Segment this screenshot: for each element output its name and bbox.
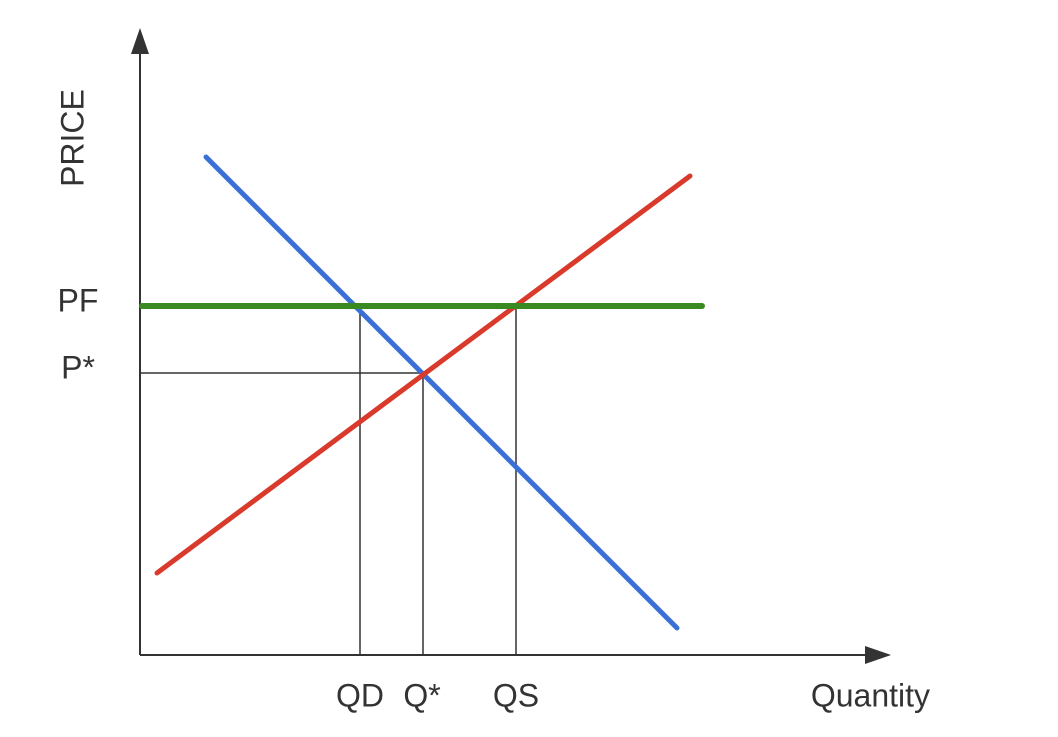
equilibrium-quantity-label: Q* (403, 677, 440, 713)
y-axis-arrow (131, 28, 149, 54)
price-floor-label: PF (58, 282, 99, 318)
demand-curve (203, 154, 680, 631)
x-axis-label: Quantity (811, 677, 930, 713)
supply-curve (154, 173, 693, 576)
quantity-demanded-label: QD (336, 677, 384, 713)
quantity-supplied-label: QS (493, 677, 539, 713)
y-axis-label: PRICE (54, 89, 90, 187)
x-axis-arrow (865, 646, 891, 664)
equilibrium-price-label: P* (61, 349, 95, 385)
